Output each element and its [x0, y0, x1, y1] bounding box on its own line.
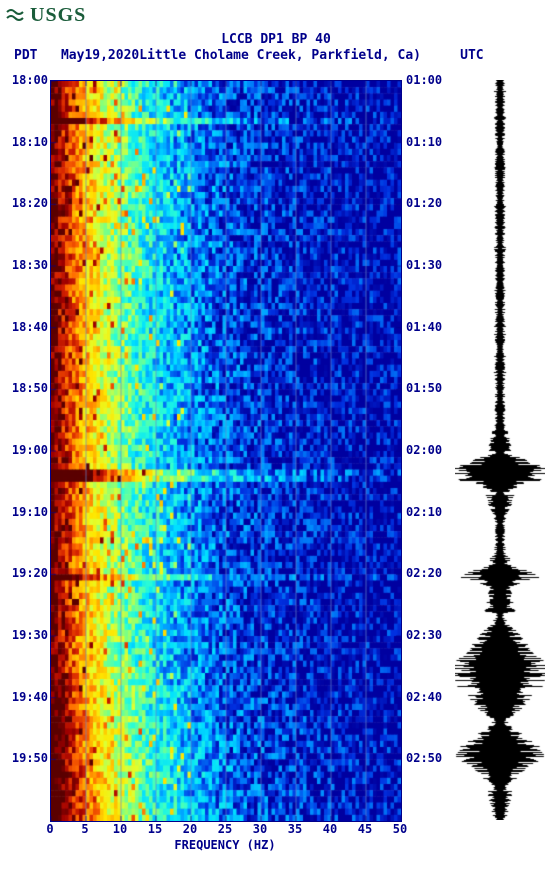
ytick-right: 02:40 [402, 690, 456, 704]
seismogram-canvas [455, 80, 545, 820]
usgs-logo: USGS [6, 4, 86, 27]
ytick-right: 02:50 [402, 751, 456, 765]
ytick-left: 18:20 [0, 196, 48, 210]
xtick: 0 [46, 822, 53, 836]
ytick-right: 02:30 [402, 628, 456, 642]
ytick-left: 19:50 [0, 751, 48, 765]
xtick: 15 [148, 822, 162, 836]
wave-icon [6, 6, 28, 26]
ytick-left: 18:40 [0, 320, 48, 334]
xtick: 30 [253, 822, 267, 836]
logo-text: USGS [30, 4, 86, 27]
ytick-left: 19:10 [0, 505, 48, 519]
ytick-right: 01:50 [402, 381, 456, 395]
ytick-left: 18:00 [0, 73, 48, 87]
seismogram-trace [455, 80, 545, 820]
spectrogram-plot [50, 80, 402, 822]
ytick-left: 18:30 [0, 258, 48, 272]
ytick-right: 01:30 [402, 258, 456, 272]
xtick: 5 [81, 822, 88, 836]
chart-subtitle: PDT May19,2020Little Cholame Creek, Park… [0, 48, 552, 63]
xtick: 20 [183, 822, 197, 836]
chart-title: LCCB DP1 BP 40 [0, 32, 552, 47]
xtick: 35 [288, 822, 302, 836]
ytick-left: 19:30 [0, 628, 48, 642]
xtick: 45 [358, 822, 372, 836]
x-axis-title: FREQUENCY (HZ) [50, 838, 400, 852]
ytick-left: 18:10 [0, 135, 48, 149]
ytick-left: 19:40 [0, 690, 48, 704]
ytick-right: 01:20 [402, 196, 456, 210]
ytick-left: 19:00 [0, 443, 48, 457]
xtick: 10 [113, 822, 127, 836]
ytick-left: 18:50 [0, 381, 48, 395]
y-axis-left: 18:0018:1018:2018:3018:4018:5019:0019:10… [0, 80, 48, 820]
ytick-right: 01:10 [402, 135, 456, 149]
y-axis-right: 01:0001:1001:2001:3001:4001:5002:0002:10… [402, 80, 452, 820]
xtick: 25 [218, 822, 232, 836]
ytick-right: 02:00 [402, 443, 456, 457]
ytick-right: 02:20 [402, 566, 456, 580]
xtick: 50 [393, 822, 407, 836]
xtick: 40 [323, 822, 337, 836]
ytick-right: 02:10 [402, 505, 456, 519]
ytick-left: 19:20 [0, 566, 48, 580]
ytick-right: 01:40 [402, 320, 456, 334]
ytick-right: 01:00 [402, 73, 456, 87]
spectrogram-canvas [51, 81, 401, 821]
